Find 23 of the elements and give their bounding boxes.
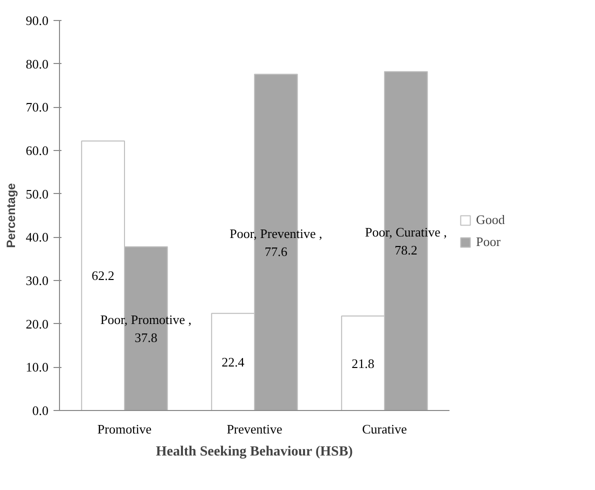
data-label: Poor, Preventive , 77.6 — [230, 226, 322, 259]
y-tick-label: 10.0 — [26, 360, 48, 375]
y-tick-label: 60.0 — [26, 143, 48, 158]
y-tick-label: 80.0 — [26, 56, 48, 72]
data-label: Poor, Curative , 78.2 — [365, 224, 447, 258]
y-axis-title: Percentage — [4, 182, 18, 248]
y-tick-label: 30.0 — [26, 273, 48, 288]
x-tick-label: Curative — [362, 422, 408, 436]
legend-label: Good — [476, 212, 505, 228]
data-label: 62.2 — [92, 268, 114, 284]
y-tick-label: 20.0 — [26, 316, 48, 332]
y-tick-label: 90.0 — [26, 13, 48, 28]
x-tick-label: Promotive — [97, 422, 152, 436]
data-label: 21.8 — [352, 356, 374, 371]
y-tick-label: 50.0 — [26, 186, 48, 202]
y-tick-label: 40.0 — [26, 230, 48, 245]
y-tick-label: 0.0 — [32, 403, 48, 418]
y-tick-label: 70.0 — [26, 100, 48, 115]
x-tick-label: Preventive — [226, 422, 283, 436]
x-axis-title: Health Seeking Behaviour (HSB) — [156, 444, 354, 460]
data-label: Poor, Promotive , 37.8 — [100, 312, 192, 346]
data-label: 22.4 — [222, 354, 245, 370]
legend-label: Poor — [476, 234, 501, 250]
